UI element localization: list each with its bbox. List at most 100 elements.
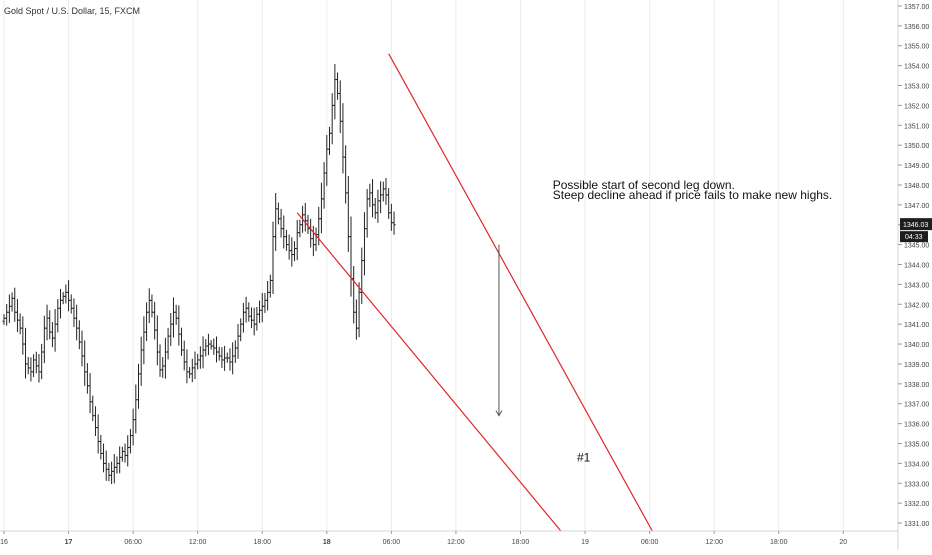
chart-label-annotation[interactable]: #1 [577, 450, 591, 464]
ohlc-bar [327, 126, 332, 155]
ohlc-bar [376, 189, 380, 223]
ohlc-bar [341, 103, 345, 174]
ohlc-bar [72, 298, 76, 328]
price-axis-label: 1353.00 [904, 84, 929, 91]
ohlc-bar [295, 219, 299, 261]
ohlc-bar [384, 177, 388, 205]
ohlc-bar [147, 288, 151, 324]
countdown-label: 04:33 [905, 234, 923, 241]
ohlc-bar [134, 384, 138, 434]
ohlc-bar [190, 358, 194, 383]
time-axis-label: 18:00 [253, 539, 271, 546]
ohlc-bar [349, 216, 353, 297]
price-axis-label: 1357.00 [904, 4, 929, 11]
ohlc-bar [373, 198, 377, 219]
drawing-layer[interactable] [296, 53, 653, 532]
ohlc-bar [266, 281, 270, 311]
ohlc-bar [174, 304, 178, 325]
ohlc-bar [346, 176, 350, 252]
time-axis-label: 18:00 [770, 539, 788, 546]
channel-line-upper[interactable] [388, 53, 653, 532]
text-note-annotation[interactable]: Steep decline ahead if price fails to ma… [553, 188, 833, 202]
ohlc-bar [198, 346, 202, 369]
ohlc-bar [290, 237, 294, 267]
ohlc-bar [2, 314, 6, 325]
ohlc-bar [244, 296, 248, 323]
ohlc-bar [18, 313, 22, 335]
ohlc-bar [247, 302, 251, 322]
annotation-layer[interactable]: Possible start of second leg down.Steep … [553, 178, 833, 464]
ohlc-bar [126, 435, 130, 467]
ohlc-bar [99, 434, 103, 460]
ohlc-bar [45, 304, 49, 341]
ohlc-bar [34, 351, 38, 374]
ohlc-bar [64, 284, 68, 304]
ohlc-bar [314, 227, 318, 252]
ohlc-bar [352, 266, 356, 324]
ohlc-bar [136, 363, 141, 409]
price-axis-label: 1337.00 [904, 402, 929, 409]
ohlc-bar [196, 353, 200, 370]
ohlc-bar [365, 189, 369, 238]
time-axis-label: 06:00 [383, 539, 401, 546]
ohlc-bar [150, 294, 154, 318]
ohlc-bar [58, 288, 63, 319]
ohlc-bar [214, 336, 219, 363]
ohlc-bar [188, 367, 192, 379]
ohlc-bar [292, 241, 297, 262]
ohlc-bar [93, 406, 98, 436]
ohlc-bar [144, 302, 149, 342]
ohlc-bar [69, 294, 73, 314]
ohlc-bar [123, 443, 127, 463]
ohlc-bar [42, 315, 46, 364]
countdown-label-bg [900, 231, 928, 243]
ohlc-bar [255, 307, 259, 331]
ohlc-bar [96, 414, 100, 454]
price-axis-label: 1331.00 [904, 521, 929, 528]
price-axis-label: 1344.00 [904, 263, 929, 270]
ohlc-bar [309, 218, 313, 248]
text-note-annotation[interactable]: Possible start of second leg down. [553, 178, 735, 192]
ohlc-bar [110, 461, 114, 485]
ohlc-bar [209, 340, 213, 350]
ohlc-bar [260, 292, 264, 323]
ohlc-bar [257, 300, 262, 323]
ohlc-bar [389, 203, 393, 231]
ohlc-bar [231, 342, 235, 375]
ohlc-bar [153, 301, 157, 340]
price-axis-label: 1333.00 [904, 481, 929, 488]
last-price-label-bg [900, 218, 932, 231]
ohlc-bar [217, 346, 221, 361]
ohlc-bar [26, 356, 30, 375]
ohlc-bar [204, 339, 208, 357]
projection-arrow-head[interactable] [495, 410, 503, 417]
price-axis-label: 1348.00 [904, 183, 929, 190]
ohlc-bar [166, 327, 170, 360]
ohlc-bar [233, 340, 237, 363]
price-axis-label: 1338.00 [904, 382, 929, 389]
ohlc-bar [284, 229, 289, 251]
ohlc-bar [344, 145, 348, 204]
price-axis-label: 1332.00 [904, 501, 929, 508]
price-axis-label: 1341.00 [904, 322, 929, 329]
price-axis-label: 1335.00 [904, 441, 929, 448]
time-axis-label: 16 [0, 539, 8, 546]
ohlc-bar [23, 327, 28, 379]
ohlc-bar [142, 316, 146, 365]
ohlc-bar [287, 234, 291, 260]
ohlc-bar [182, 340, 186, 371]
ohlc-bar [276, 202, 280, 225]
ohlc-bar [333, 64, 337, 120]
ohlc-bar [40, 343, 44, 380]
price-axis-label: 1349.00 [904, 163, 929, 170]
price-axis-label: 1340.00 [904, 342, 929, 349]
channel-line-lower[interactable] [296, 212, 562, 532]
price-axis-label: 1336.00 [904, 422, 929, 429]
ohlc-bar [50, 322, 55, 348]
chart-title[interactable]: Gold Spot / U.S. Dollar, 15, FXCM [4, 6, 141, 16]
ohlc-bar [201, 336, 205, 369]
time-axis-label: 19 [581, 539, 589, 546]
